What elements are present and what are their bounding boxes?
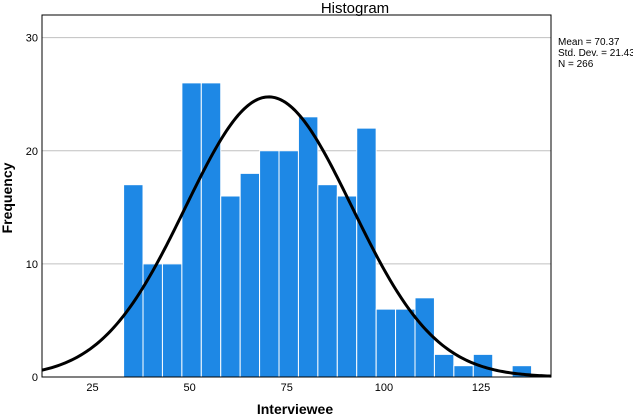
- histogram-bar: [161, 263, 183, 378]
- y-tick-label: 30: [26, 33, 38, 45]
- stats-legend: Mean = 70.37 Std. Dev. = 21.43 N = 266: [558, 37, 633, 70]
- histogram-bar: [220, 195, 241, 378]
- histogram-bar: [453, 365, 474, 378]
- y-tick-label: 10: [26, 259, 38, 271]
- x-tick-label: 100: [375, 382, 393, 394]
- stat-mean: Mean = 70.37: [558, 37, 620, 48]
- plot-frame: [41, 14, 552, 378]
- histogram-bar: [317, 184, 338, 378]
- histogram-bar: [395, 308, 416, 378]
- x-ticks: 25 50 75 100 125: [86, 382, 490, 394]
- normal-curve: [41, 95, 552, 378]
- x-tick-label: 50: [184, 382, 196, 394]
- x-tick-label: 75: [281, 382, 293, 394]
- histogram-bar: [200, 82, 222, 378]
- y-ticks: 0 10 20 30: [26, 33, 38, 384]
- histogram-bar: [123, 184, 144, 378]
- histogram-bars: [123, 82, 533, 378]
- histogram-bar: [181, 82, 202, 378]
- histogram-bar: [259, 150, 280, 378]
- histogram-bar: [375, 308, 397, 378]
- histogram-bar: [297, 116, 319, 378]
- histogram-bar: [433, 353, 455, 378]
- x-tick-label: 125: [472, 382, 490, 394]
- histogram-bar: [239, 172, 261, 378]
- stat-std-dev: Std. Dev. = 21.43: [558, 48, 633, 59]
- chart-title: Histogram: [321, 0, 389, 17]
- histogram-bar: [336, 195, 358, 378]
- histogram-bar: [278, 150, 299, 378]
- y-tick-label: 0: [32, 372, 38, 384]
- x-axis-label: Interviewee: [257, 401, 333, 417]
- y-axis-label: Frequency: [0, 162, 15, 233]
- y-tick-label: 20: [26, 146, 38, 158]
- x-tick-label: 25: [86, 382, 98, 394]
- stat-n: N = 266: [558, 59, 594, 70]
